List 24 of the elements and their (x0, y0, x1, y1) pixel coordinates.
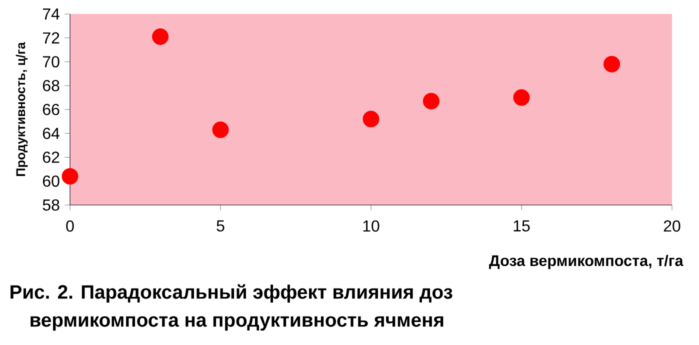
y-tick-label: 58 (42, 199, 60, 211)
x-axis-title: Доза вермикомпоста, т/га (489, 254, 684, 270)
x-tick-label: 20 (664, 220, 680, 232)
point (212, 122, 229, 138)
point (152, 28, 169, 45)
y-tick-label: 66 (42, 104, 60, 116)
x-tick-label: 5 (216, 220, 224, 232)
point (513, 89, 530, 106)
y-tick-label: 60 (42, 175, 60, 187)
point (362, 110, 380, 128)
y-tick-label: 70 (42, 56, 60, 68)
text: Рис. 2. Парадоксальный эффект влияния доз вермикомпоста на продуктивность ячменя (10, 284, 452, 331)
y-tick-label: 72 (42, 32, 60, 44)
y-tick-label: 68 (42, 80, 60, 92)
x-tick-label: 0 (66, 220, 74, 232)
point (604, 56, 620, 72)
y-tick-label: 62 (42, 152, 60, 163)
y-tick-label: 64 (42, 128, 60, 140)
point (422, 92, 440, 110)
x-tick-label: 15 (514, 220, 530, 232)
y-tick-label: 74 (42, 8, 60, 20)
y-axis-title: Продуктивность, ц/га (16, 42, 28, 176)
point (62, 168, 78, 185)
x-tick-label: 10 (363, 220, 380, 232)
